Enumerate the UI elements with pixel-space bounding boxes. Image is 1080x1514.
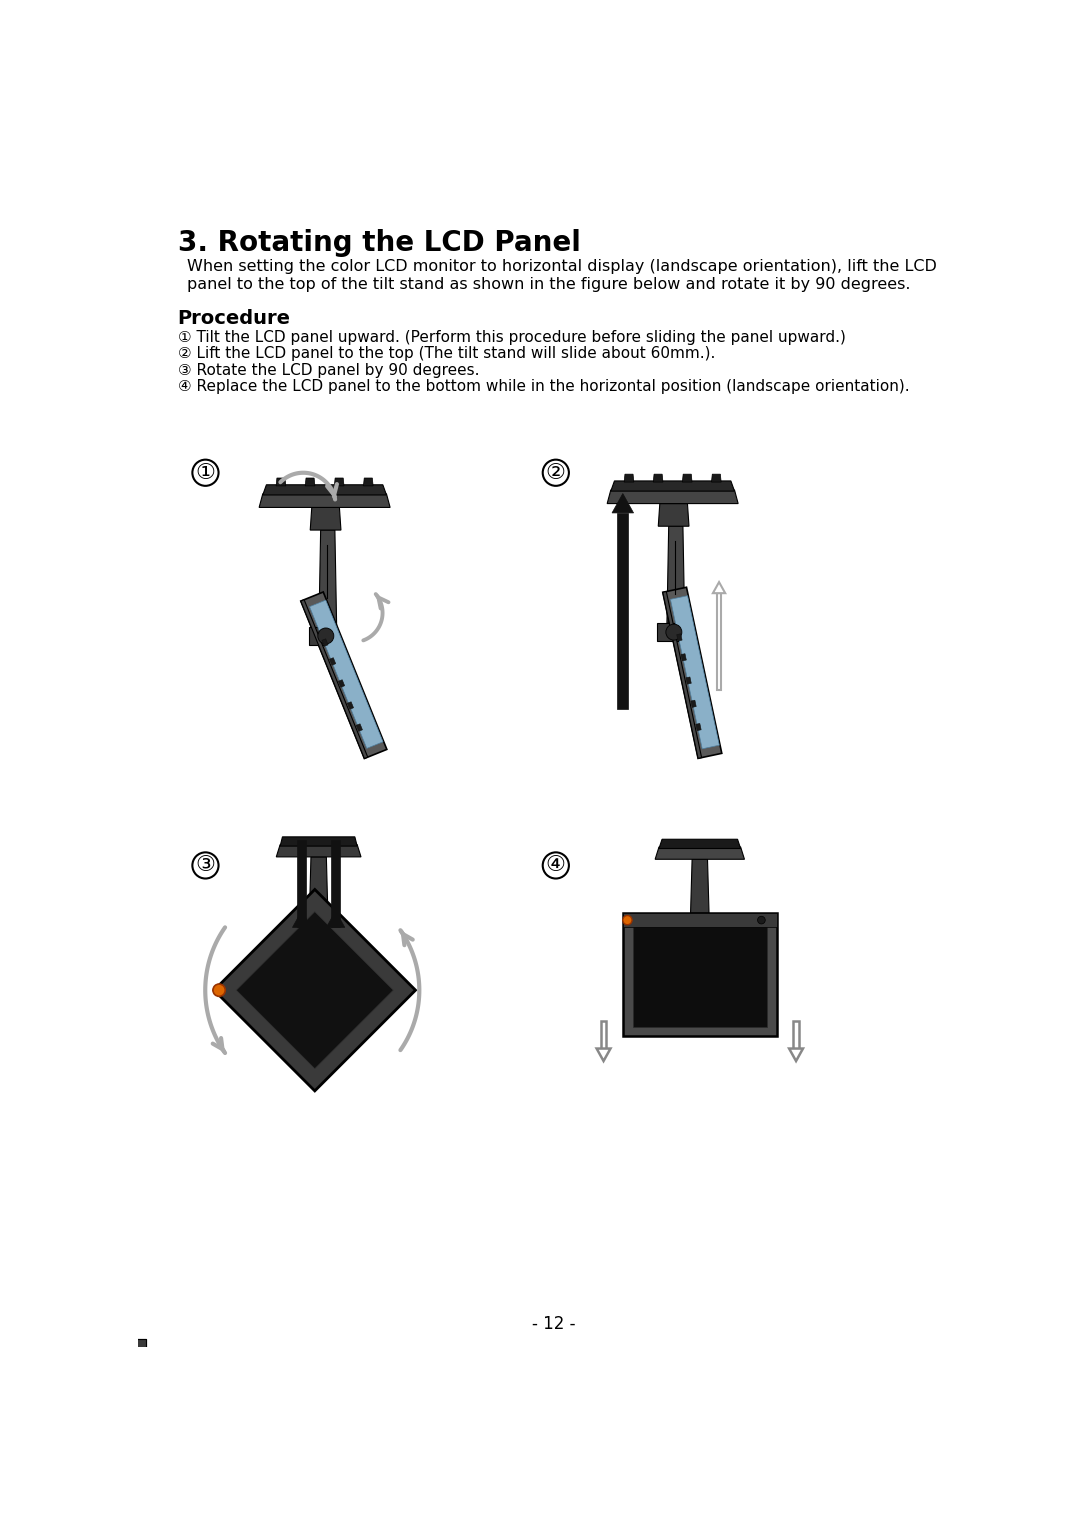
Circle shape [192, 460, 218, 486]
Circle shape [623, 916, 632, 925]
Polygon shape [310, 507, 341, 530]
Polygon shape [713, 581, 725, 593]
Polygon shape [293, 911, 311, 928]
Polygon shape [659, 504, 689, 527]
Text: ② Lift the LCD panel to the top (The tilt stand will slide about 60mm.).: ② Lift the LCD panel to the top (The til… [178, 347, 715, 362]
Polygon shape [310, 600, 383, 748]
Polygon shape [262, 484, 387, 495]
Polygon shape [681, 654, 686, 662]
Polygon shape [659, 839, 741, 848]
Polygon shape [322, 639, 328, 646]
Circle shape [543, 852, 569, 878]
Polygon shape [611, 481, 734, 491]
FancyBboxPatch shape [633, 922, 767, 1026]
Polygon shape [712, 474, 721, 481]
Polygon shape [259, 494, 390, 507]
Polygon shape [309, 857, 328, 914]
Polygon shape [717, 593, 721, 690]
Circle shape [543, 460, 569, 486]
Polygon shape [329, 657, 336, 665]
Polygon shape [618, 513, 629, 709]
Polygon shape [663, 587, 721, 759]
Polygon shape [653, 474, 663, 481]
Circle shape [192, 852, 218, 878]
Polygon shape [335, 478, 345, 486]
Text: panel to the top of the tilt stand as shown in the figure below and rotate it by: panel to the top of the tilt stand as sh… [187, 277, 910, 292]
Text: ②: ② [545, 463, 566, 483]
Polygon shape [214, 889, 416, 1092]
Polygon shape [297, 840, 306, 928]
Text: Procedure: Procedure [178, 309, 291, 327]
Polygon shape [683, 474, 692, 481]
Polygon shape [118, 1338, 146, 1357]
Text: ① Tilt the LCD panel upward. (Perform this procedure before sliding the panel up: ① Tilt the LCD panel upward. (Perform th… [178, 330, 846, 345]
Text: ③: ③ [195, 855, 215, 875]
Polygon shape [280, 837, 357, 846]
Polygon shape [663, 592, 702, 759]
Polygon shape [596, 1049, 610, 1061]
Polygon shape [696, 724, 701, 731]
Polygon shape [600, 1020, 606, 1049]
Polygon shape [657, 624, 685, 640]
Polygon shape [276, 845, 361, 857]
Circle shape [666, 624, 681, 640]
Polygon shape [306, 478, 315, 486]
Polygon shape [338, 680, 345, 687]
Polygon shape [677, 634, 683, 640]
Polygon shape [624, 474, 634, 481]
Polygon shape [326, 911, 345, 928]
Text: ④ Replace the LCD panel to the bottom while in the horizontal position (landscap: ④ Replace the LCD panel to the bottom wh… [178, 378, 909, 394]
Polygon shape [348, 702, 353, 709]
Polygon shape [309, 627, 337, 645]
Polygon shape [364, 478, 373, 486]
Text: 3. Rotating the LCD Panel: 3. Rotating the LCD Panel [178, 230, 581, 257]
Circle shape [318, 628, 334, 643]
Polygon shape [237, 911, 393, 1069]
Polygon shape [656, 846, 744, 860]
Polygon shape [607, 491, 738, 504]
Circle shape [213, 984, 226, 996]
Polygon shape [276, 478, 286, 486]
FancyBboxPatch shape [623, 913, 777, 927]
Text: ③ Rotate the LCD panel by 90 degrees.: ③ Rotate the LCD panel by 90 degrees. [178, 363, 480, 377]
Polygon shape [686, 677, 691, 684]
Polygon shape [671, 595, 719, 749]
Polygon shape [118, 1338, 146, 1357]
Polygon shape [356, 724, 363, 731]
Polygon shape [789, 1049, 804, 1061]
Polygon shape [667, 527, 685, 624]
Text: When setting the color LCD monitor to horizontal display (landscape orientation): When setting the color LCD monitor to ho… [187, 259, 936, 274]
Polygon shape [612, 494, 634, 513]
Polygon shape [794, 1020, 799, 1049]
Circle shape [757, 916, 766, 924]
Polygon shape [319, 530, 337, 627]
Text: ①: ① [195, 463, 215, 483]
Polygon shape [691, 699, 697, 707]
Text: - 12 -: - 12 - [531, 1316, 576, 1334]
Polygon shape [690, 860, 710, 913]
Polygon shape [332, 840, 340, 928]
Polygon shape [300, 600, 367, 759]
FancyBboxPatch shape [623, 913, 777, 1037]
Text: ④: ④ [545, 855, 566, 875]
Polygon shape [300, 592, 387, 759]
